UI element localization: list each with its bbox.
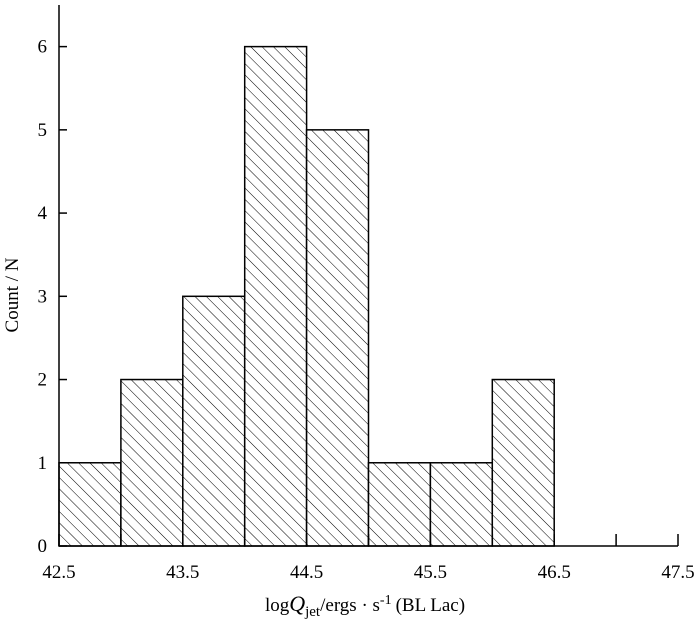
bar <box>182 295 246 547</box>
bar <box>491 378 555 547</box>
bar <box>367 462 432 547</box>
y-axis-label: Count / N <box>2 257 23 332</box>
y-tick-label: 0 <box>38 536 48 557</box>
y-tick-label: 4 <box>38 203 48 224</box>
y-tick-label: 2 <box>38 370 48 391</box>
x-tick-label: 43.5 <box>166 562 199 583</box>
y-tick-label: 3 <box>38 286 48 307</box>
x-label-superscript: -1 <box>380 593 392 608</box>
x-tick-label: 45.5 <box>414 562 447 583</box>
bar <box>243 45 308 547</box>
bar <box>305 129 370 547</box>
x-label-subscript: jet <box>304 604 321 620</box>
y-tick-label: 1 <box>38 453 48 474</box>
bar <box>120 378 184 547</box>
bar <box>58 462 122 547</box>
x-label-symbol: Q <box>289 591 305 616</box>
bar <box>429 462 494 547</box>
x-tick-label: 44.5 <box>290 562 323 583</box>
y-tick-label: 5 <box>38 120 48 141</box>
x-tick-label: 47.5 <box>661 562 694 583</box>
x-tick-label: 46.5 <box>538 562 571 583</box>
x-label-middle: /ergs · s <box>320 595 380 616</box>
y-tick-label: 6 <box>38 37 48 58</box>
x-axis-label: logQjet/ergs · s-1 (BL Lac) <box>265 591 465 620</box>
x-label-suffix: (BL Lac) <box>396 595 465 616</box>
x-tick-label: 42.5 <box>42 562 75 583</box>
x-label-prefix: log <box>265 595 290 616</box>
